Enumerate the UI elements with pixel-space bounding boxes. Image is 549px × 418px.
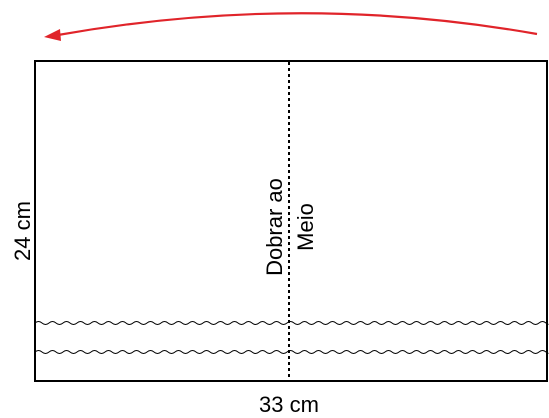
stitch-line-1 xyxy=(34,321,549,325)
stitch-lines xyxy=(34,321,549,354)
fabric-panel-outline xyxy=(34,60,548,382)
height-dimension-label: 24 cm xyxy=(10,201,35,261)
fold-direction-arrowhead xyxy=(44,29,61,41)
fold-label-line1: Dobrar ao xyxy=(262,178,287,276)
width-dimension-label: 33 cm xyxy=(259,392,319,417)
fold-direction-arrow xyxy=(57,12,538,37)
fold-label-line2: Meio xyxy=(293,203,318,251)
stitch-line-2 xyxy=(34,350,549,354)
